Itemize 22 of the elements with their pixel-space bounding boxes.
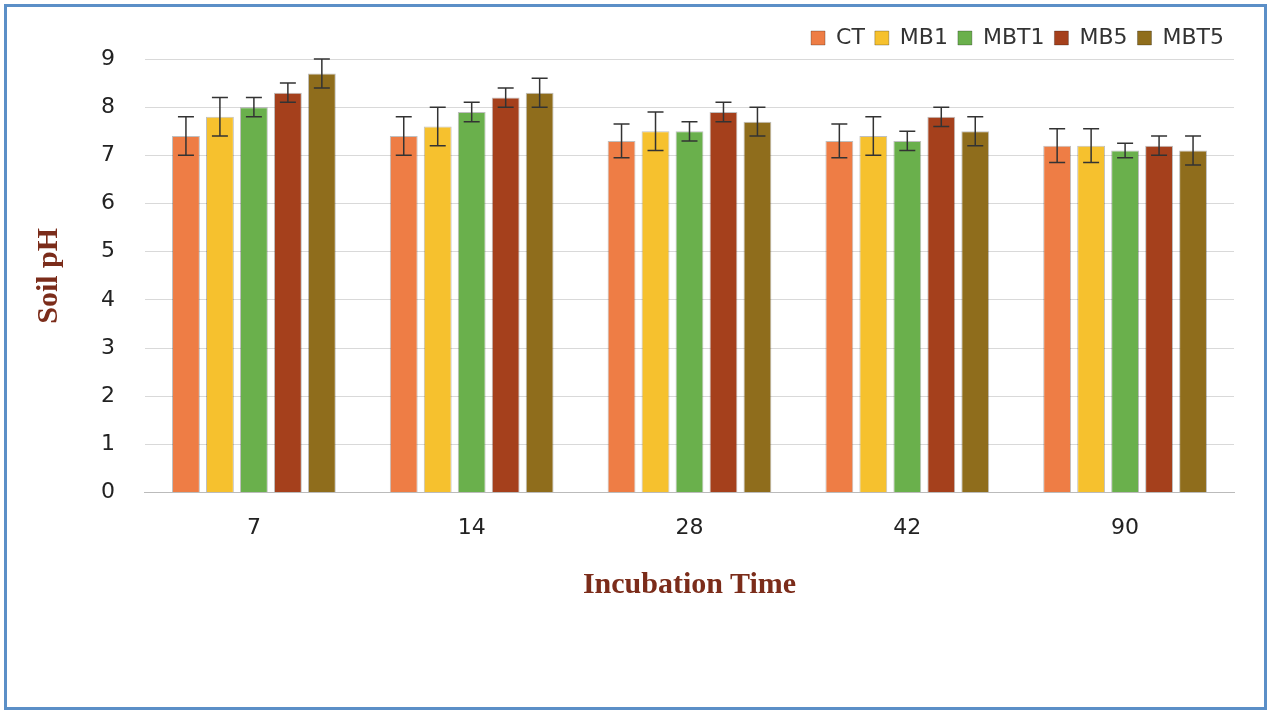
legend-label: MB5	[1079, 23, 1128, 49]
y-tick-label: 3	[101, 333, 115, 359]
x-tick-label: 90	[1111, 513, 1140, 539]
legend-label: MBT1	[982, 23, 1045, 49]
x-axis-title: Incubation Time	[582, 565, 797, 599]
y-tick-label: 9	[101, 44, 115, 70]
x-tick-label: 28	[675, 513, 704, 539]
y-tick-label: 8	[101, 92, 115, 118]
y-axis-title: Soil pH	[29, 227, 63, 324]
x-tick-label: 14	[457, 513, 486, 539]
legend-label: MBT5	[1162, 23, 1225, 49]
y-tick-label: 5	[101, 237, 115, 263]
y-tick-label: 7	[101, 141, 115, 167]
y-tick-label: 6	[101, 189, 115, 215]
y-tick-label: 0	[101, 478, 115, 504]
y-tick-label: 1	[101, 430, 115, 456]
legend-label: MB1	[899, 23, 948, 49]
y-tick-label: 2	[101, 381, 115, 407]
x-tick-label: 42	[893, 513, 922, 539]
x-tick-label: 7	[246, 513, 261, 539]
y-tick-label: 4	[101, 285, 115, 311]
legend-label: CT	[836, 23, 866, 49]
